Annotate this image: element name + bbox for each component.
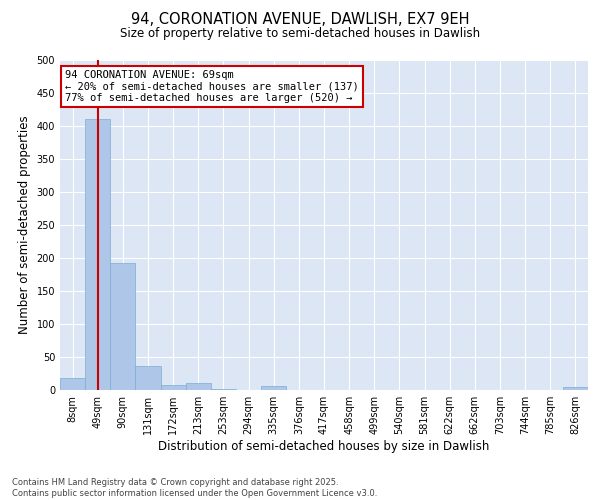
Bar [211,388,236,390]
Text: Size of property relative to semi-detached houses in Dawlish: Size of property relative to semi-detach… [120,28,480,40]
Text: 94 CORONATION AVENUE: 69sqm
← 20% of semi-detached houses are smaller (137)
77% : 94 CORONATION AVENUE: 69sqm ← 20% of sem… [65,70,359,103]
Bar [136,366,161,390]
Bar [110,262,136,390]
Bar [60,378,85,390]
Text: Contains HM Land Registry data © Crown copyright and database right 2025.
Contai: Contains HM Land Registry data © Crown c… [12,478,377,498]
X-axis label: Distribution of semi-detached houses by size in Dawlish: Distribution of semi-detached houses by … [158,440,490,453]
Text: 94, CORONATION AVENUE, DAWLISH, EX7 9EH: 94, CORONATION AVENUE, DAWLISH, EX7 9EH [131,12,469,28]
Bar [186,384,211,390]
Bar [563,386,588,390]
Bar [161,386,186,390]
Bar [85,120,110,390]
Y-axis label: Number of semi-detached properties: Number of semi-detached properties [18,116,31,334]
Bar [261,386,286,390]
